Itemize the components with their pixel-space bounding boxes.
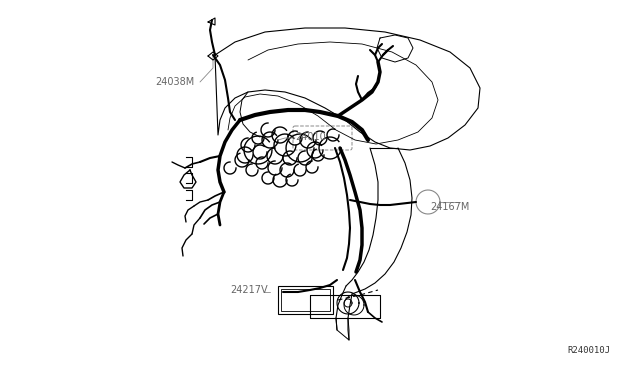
Text: 24010: 24010 <box>295 132 326 142</box>
Bar <box>278 286 333 314</box>
Bar <box>281 289 330 311</box>
Text: 24167M: 24167M <box>430 202 469 212</box>
Text: 24217V: 24217V <box>230 285 268 295</box>
Text: 24038M: 24038M <box>156 77 195 87</box>
Text: R240010J: R240010J <box>567 346 610 355</box>
